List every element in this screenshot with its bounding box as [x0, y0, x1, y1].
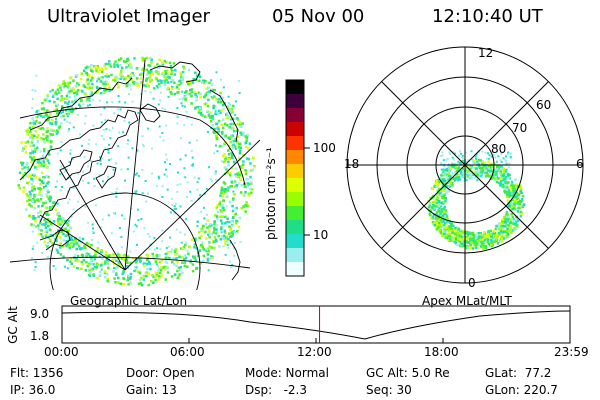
colorbar-segment — [286, 206, 304, 221]
apex-caption: Apex MLat/MLT — [422, 294, 512, 308]
colorbar-segment — [286, 136, 304, 151]
altitude-curve — [61, 310, 571, 340]
polar-map — [346, 46, 584, 284]
colorbar-segment — [286, 80, 304, 95]
mlt-label-6: 6 — [576, 157, 584, 171]
altitude-ylabel: GC Alt — [5, 306, 20, 344]
status-ip: IP: 36.0 — [10, 383, 56, 397]
altitude-ymin: 1.8 — [30, 329, 50, 343]
status-dsp: Dsp: -2.3 — [245, 383, 308, 397]
mlt-label-0: 0 — [468, 276, 476, 290]
altitude-plot-frame — [61, 305, 571, 344]
colorbar-unit-label: photon cm⁻²s⁻¹ — [264, 147, 278, 240]
colorbar-segment — [286, 192, 304, 207]
geographic-caption: Geographic Lat/Lon — [70, 294, 188, 308]
mlat-label-70: 70 — [512, 121, 528, 135]
altitude-ymax: 9.0 — [30, 307, 50, 321]
time-label: 12:10:40 UT — [432, 6, 543, 27]
status-mode: Mode: Normal — [245, 366, 329, 380]
status-door: Door: Open — [126, 366, 195, 380]
colorbar-segment — [286, 220, 304, 235]
mlt-label-12: 12 — [478, 46, 494, 60]
instrument-title: Ultraviolet Imager — [47, 6, 210, 27]
colorbar-segment — [286, 108, 304, 123]
status-seq: Seq: 30 — [366, 383, 412, 397]
lat-lon-grid — [10, 59, 260, 290]
x-tick-2359: 23:59 — [554, 345, 589, 359]
colorbar-label-10: 10 — [313, 228, 329, 242]
intensity-colorbar — [285, 79, 305, 277]
status-glon: GLon: 220.7 — [485, 383, 558, 397]
colorbar-segment — [286, 94, 304, 109]
colorbar-segment — [286, 122, 304, 137]
coastline-outline — [19, 61, 241, 281]
status-flt: Flt: 1356 — [10, 366, 64, 380]
altitude-plot — [61, 305, 571, 344]
date-label: 05 Nov 00 — [272, 6, 365, 27]
x-tick-0600: 06:00 — [170, 345, 205, 359]
colorbar-label-100: 100 — [313, 141, 336, 155]
colorbar-segment — [286, 150, 304, 165]
mlat-label-80: 80 — [491, 142, 507, 156]
colorbar-frame — [285, 79, 305, 277]
status-glat: GLat: 77.2 — [485, 366, 552, 380]
colorbar-segment — [286, 262, 304, 277]
mlat-label-60: 60 — [536, 98, 552, 112]
status-gain: Gain: 13 — [126, 383, 177, 397]
geographic-map — [10, 56, 260, 290]
colorbar-segment — [286, 234, 304, 249]
polar-grid — [346, 46, 584, 284]
x-axis-ticks — [61, 338, 571, 343]
status-gc-alt: GC Alt: 5.0 Re — [366, 366, 450, 380]
x-tick-1200: 12:00 — [297, 345, 332, 359]
x-tick-1800: 18:00 — [424, 345, 459, 359]
mlt-label-18: 18 — [344, 157, 360, 171]
colorbar-segment — [286, 164, 304, 179]
aurora-emission-geographic — [17, 56, 256, 287]
colorbar-segment — [286, 178, 304, 193]
colorbar-segment — [286, 248, 304, 263]
x-tick-0000: 00:00 — [44, 345, 79, 359]
